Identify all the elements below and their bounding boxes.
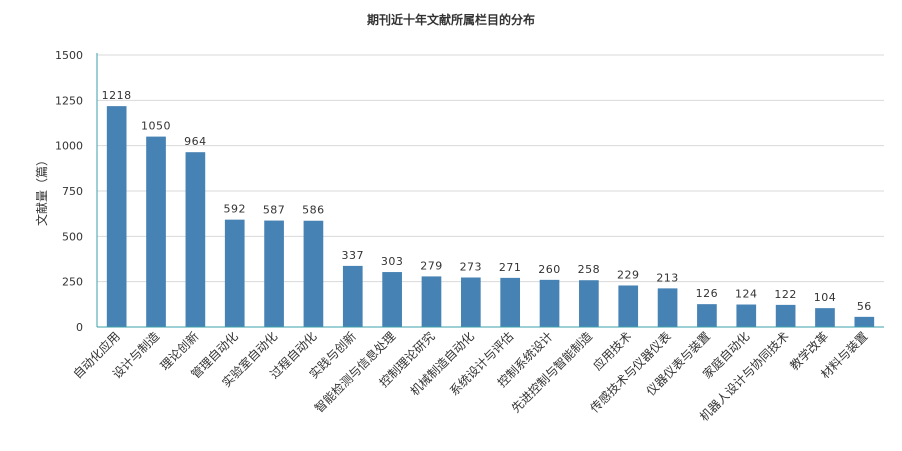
y-tick-label: 1000 (55, 140, 83, 153)
bar[interactable] (815, 308, 835, 327)
data-label: 229 (617, 268, 640, 281)
bar[interactable] (185, 152, 206, 327)
bar[interactable] (657, 288, 678, 327)
data-label: 586 (302, 204, 325, 217)
bar[interactable] (854, 316, 875, 327)
data-label: 279 (420, 259, 443, 272)
gridlines (97, 54, 884, 283)
y-tick-label: 0 (76, 321, 83, 334)
bar[interactable] (264, 220, 284, 327)
bar[interactable] (146, 136, 166, 327)
bar[interactable] (382, 272, 402, 327)
data-label: 56 (857, 300, 872, 313)
data-label: 122 (774, 288, 797, 301)
y-tick-label: 500 (62, 230, 83, 243)
data-label: 964 (184, 135, 207, 148)
bar[interactable] (618, 285, 639, 327)
bar[interactable] (421, 276, 442, 327)
data-label: 213 (656, 271, 679, 284)
y-tick-label: 1250 (55, 94, 83, 107)
y-tick-label: 250 (62, 276, 83, 289)
data-label: 273 (460, 260, 483, 273)
data-label: 104 (814, 291, 837, 304)
data-label: 1218 (102, 89, 132, 102)
data-label: 260 (538, 263, 561, 276)
y-tick-label: 750 (62, 185, 83, 198)
y-axis-ticks: 0 250 500 750 1000 1250 1500 (55, 49, 83, 334)
bar[interactable] (500, 277, 521, 327)
data-label: 592 (223, 203, 246, 216)
bar[interactable] (342, 265, 363, 327)
bar[interactable] (303, 220, 324, 327)
y-axis-label: 文献量（篇） (34, 154, 49, 226)
chart-title: 期刊近十年文献所属栏目的分布 (367, 12, 535, 27)
data-labels: 1218 1050 964 592 587 586 337 303 279 273 271 260 25… (102, 89, 872, 313)
data-label: 1050 (141, 120, 171, 133)
bar[interactable] (460, 277, 481, 327)
y-tick-label: 1500 (55, 49, 83, 62)
bars (106, 106, 875, 327)
bar[interactable] (697, 304, 717, 327)
data-label: 337 (342, 249, 365, 262)
bar[interactable] (106, 106, 127, 327)
bar[interactable] (775, 304, 796, 327)
data-label: 587 (263, 204, 286, 217)
data-label: 258 (578, 263, 601, 276)
data-label: 126 (696, 287, 719, 300)
x-axis-ticks: 自动化应用设计与制造理论创新管理自动化实验室自动化过程自动化实践与创新智能检测与… (70, 329, 871, 424)
bar[interactable] (539, 279, 560, 327)
bar[interactable] (224, 219, 245, 327)
bar[interactable] (736, 304, 757, 327)
data-label: 271 (499, 261, 522, 274)
bar[interactable] (579, 280, 599, 327)
data-label: 124 (735, 288, 758, 301)
data-label: 303 (381, 255, 404, 268)
